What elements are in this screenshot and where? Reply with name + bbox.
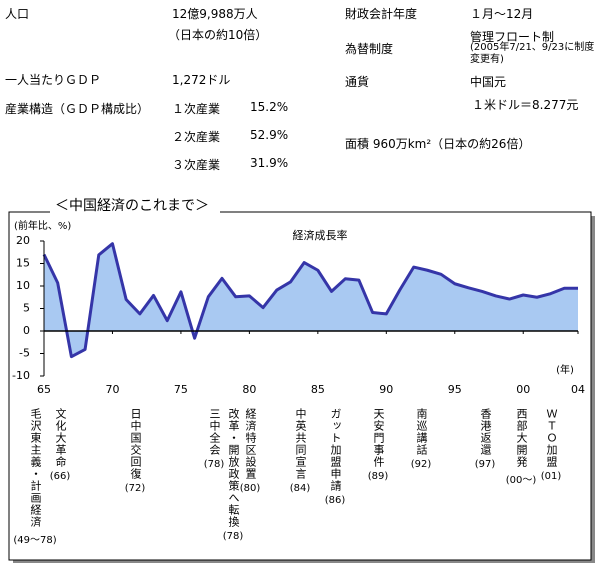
annotation: 改革・開放政策へ転換 (78) — [213, 408, 253, 542]
annotation: 香港返還 (97) — [465, 408, 505, 470]
label: 一人当たりＧＤＰ — [5, 73, 102, 87]
y-tick-label: 0 — [23, 324, 30, 337]
value: 管理フロート制 — [470, 30, 555, 44]
annotation-text: 中英共同宣言 — [294, 408, 307, 480]
annotation-text: 経済特区設置 — [244, 408, 257, 480]
label: 通貨 — [345, 75, 370, 89]
annotation-period: (49～78) — [13, 535, 57, 546]
annotation: 文化大革命 (66) — [40, 408, 80, 482]
x-axis-label: (年) — [556, 363, 574, 376]
area — [44, 243, 578, 357]
annotation: 天安門事件 (89) — [358, 408, 398, 482]
x-tick-label: 00 — [516, 383, 530, 396]
area: 面積 960万km²（日本の約26倍） — [345, 137, 531, 151]
annotation: 毛沢東主義・計画経済 (49～78) — [13, 408, 57, 546]
annotation-text: 西部大開発 — [515, 408, 528, 468]
value: 12億9,988万人 — [172, 7, 258, 21]
annotation-text: ＷＴＯ加盟 — [545, 408, 558, 468]
rate: １米ドル＝8.277元 — [472, 98, 579, 112]
value: 中国元 — [470, 75, 507, 89]
share: 31.9% — [250, 156, 289, 170]
title-bg — [50, 196, 220, 216]
chart-title: ＜中国経済のこれまで＞ — [55, 198, 209, 214]
annotation-period: (92) — [410, 459, 432, 470]
annotation: 経済特区設置 (80) — [230, 408, 270, 494]
annotation: ＷＴＯ加盟 (01) — [531, 408, 571, 482]
annotation-text: 南巡講話 — [415, 408, 428, 456]
x-tick-label: 95 — [448, 383, 462, 396]
annotation: 日中国交回復 (72) — [115, 408, 155, 494]
label: 産業構造（ＧＤＰ構成比） — [5, 102, 150, 116]
annotation-text: 改革・開放政策へ転換 — [227, 408, 240, 528]
y-tick-label: -5 — [19, 347, 30, 360]
label: 財政会計年度 — [345, 7, 418, 21]
y-tick-label: -10 — [12, 369, 30, 382]
x-tick-label: 80 — [242, 383, 256, 396]
value: 1,272ドル — [172, 73, 231, 87]
annotation-period: (84) — [289, 483, 311, 494]
x-tick-label: 65 — [37, 383, 51, 396]
y-tick-label: 5 — [23, 302, 30, 315]
annotation: 中英共同宣言 (84) — [280, 408, 320, 494]
series-name: 経済成長率 — [293, 228, 348, 242]
x-tick-label: 90 — [379, 383, 393, 396]
annotation-period: (66) — [49, 471, 71, 482]
annotation-text: ガット加盟申請 — [329, 408, 342, 492]
annotation-text: 文化大革命 — [54, 408, 67, 468]
annotation-period: (80) — [239, 483, 261, 494]
x-tick-label: 04 — [571, 383, 585, 396]
annotation: ガット加盟申請 (86) — [315, 408, 355, 506]
label: 人口 — [5, 7, 30, 21]
sector: ２次産業 — [172, 130, 221, 144]
annotation: 南巡講話 (92) — [401, 408, 441, 470]
y-tick-label: 15 — [16, 257, 30, 270]
annotation-period: (78) — [203, 459, 225, 470]
annotation-period: (89) — [367, 471, 389, 482]
annotation-period: (97) — [474, 459, 496, 470]
sector: １次産業 — [172, 102, 221, 116]
annotation-period: (78) — [222, 531, 244, 542]
annotation-text: 三中全会 — [208, 408, 221, 456]
annotation-period: (00～) — [505, 475, 537, 486]
value: １月～12月 — [470, 7, 534, 21]
y-tick-label: 20 — [16, 234, 30, 247]
label: 為替制度 — [345, 42, 394, 56]
annotation: 西部大開発 (00～) — [501, 408, 541, 486]
annotation-period: (72) — [124, 483, 146, 494]
y-tick-label: 10 — [16, 279, 30, 292]
annotation-text: 天安門事件 — [372, 408, 385, 468]
note: (2005年7/21、9/23に制度変更有) — [470, 42, 595, 65]
annotation: 三中全会 (78) — [194, 408, 234, 470]
sector: ３次産業 — [172, 158, 221, 172]
x-tick-label: 75 — [174, 383, 188, 396]
share: 15.2% — [250, 100, 289, 114]
annotation-period: (86) — [324, 495, 346, 506]
note: （日本の約10倍） — [168, 28, 268, 42]
share: 52.9% — [250, 128, 289, 142]
annotation-text: 香港返還 — [479, 408, 492, 456]
y-axis-label: (前年比、%) — [14, 219, 71, 232]
annotation-period: (01) — [540, 471, 562, 482]
annotation-text: 毛沢東主義・計画経済 — [29, 408, 42, 528]
annotation-text: 日中国交回復 — [129, 408, 142, 480]
line — [42, 242, 578, 359]
x-tick-label: 70 — [105, 383, 119, 396]
x-tick-label: 85 — [311, 383, 325, 396]
